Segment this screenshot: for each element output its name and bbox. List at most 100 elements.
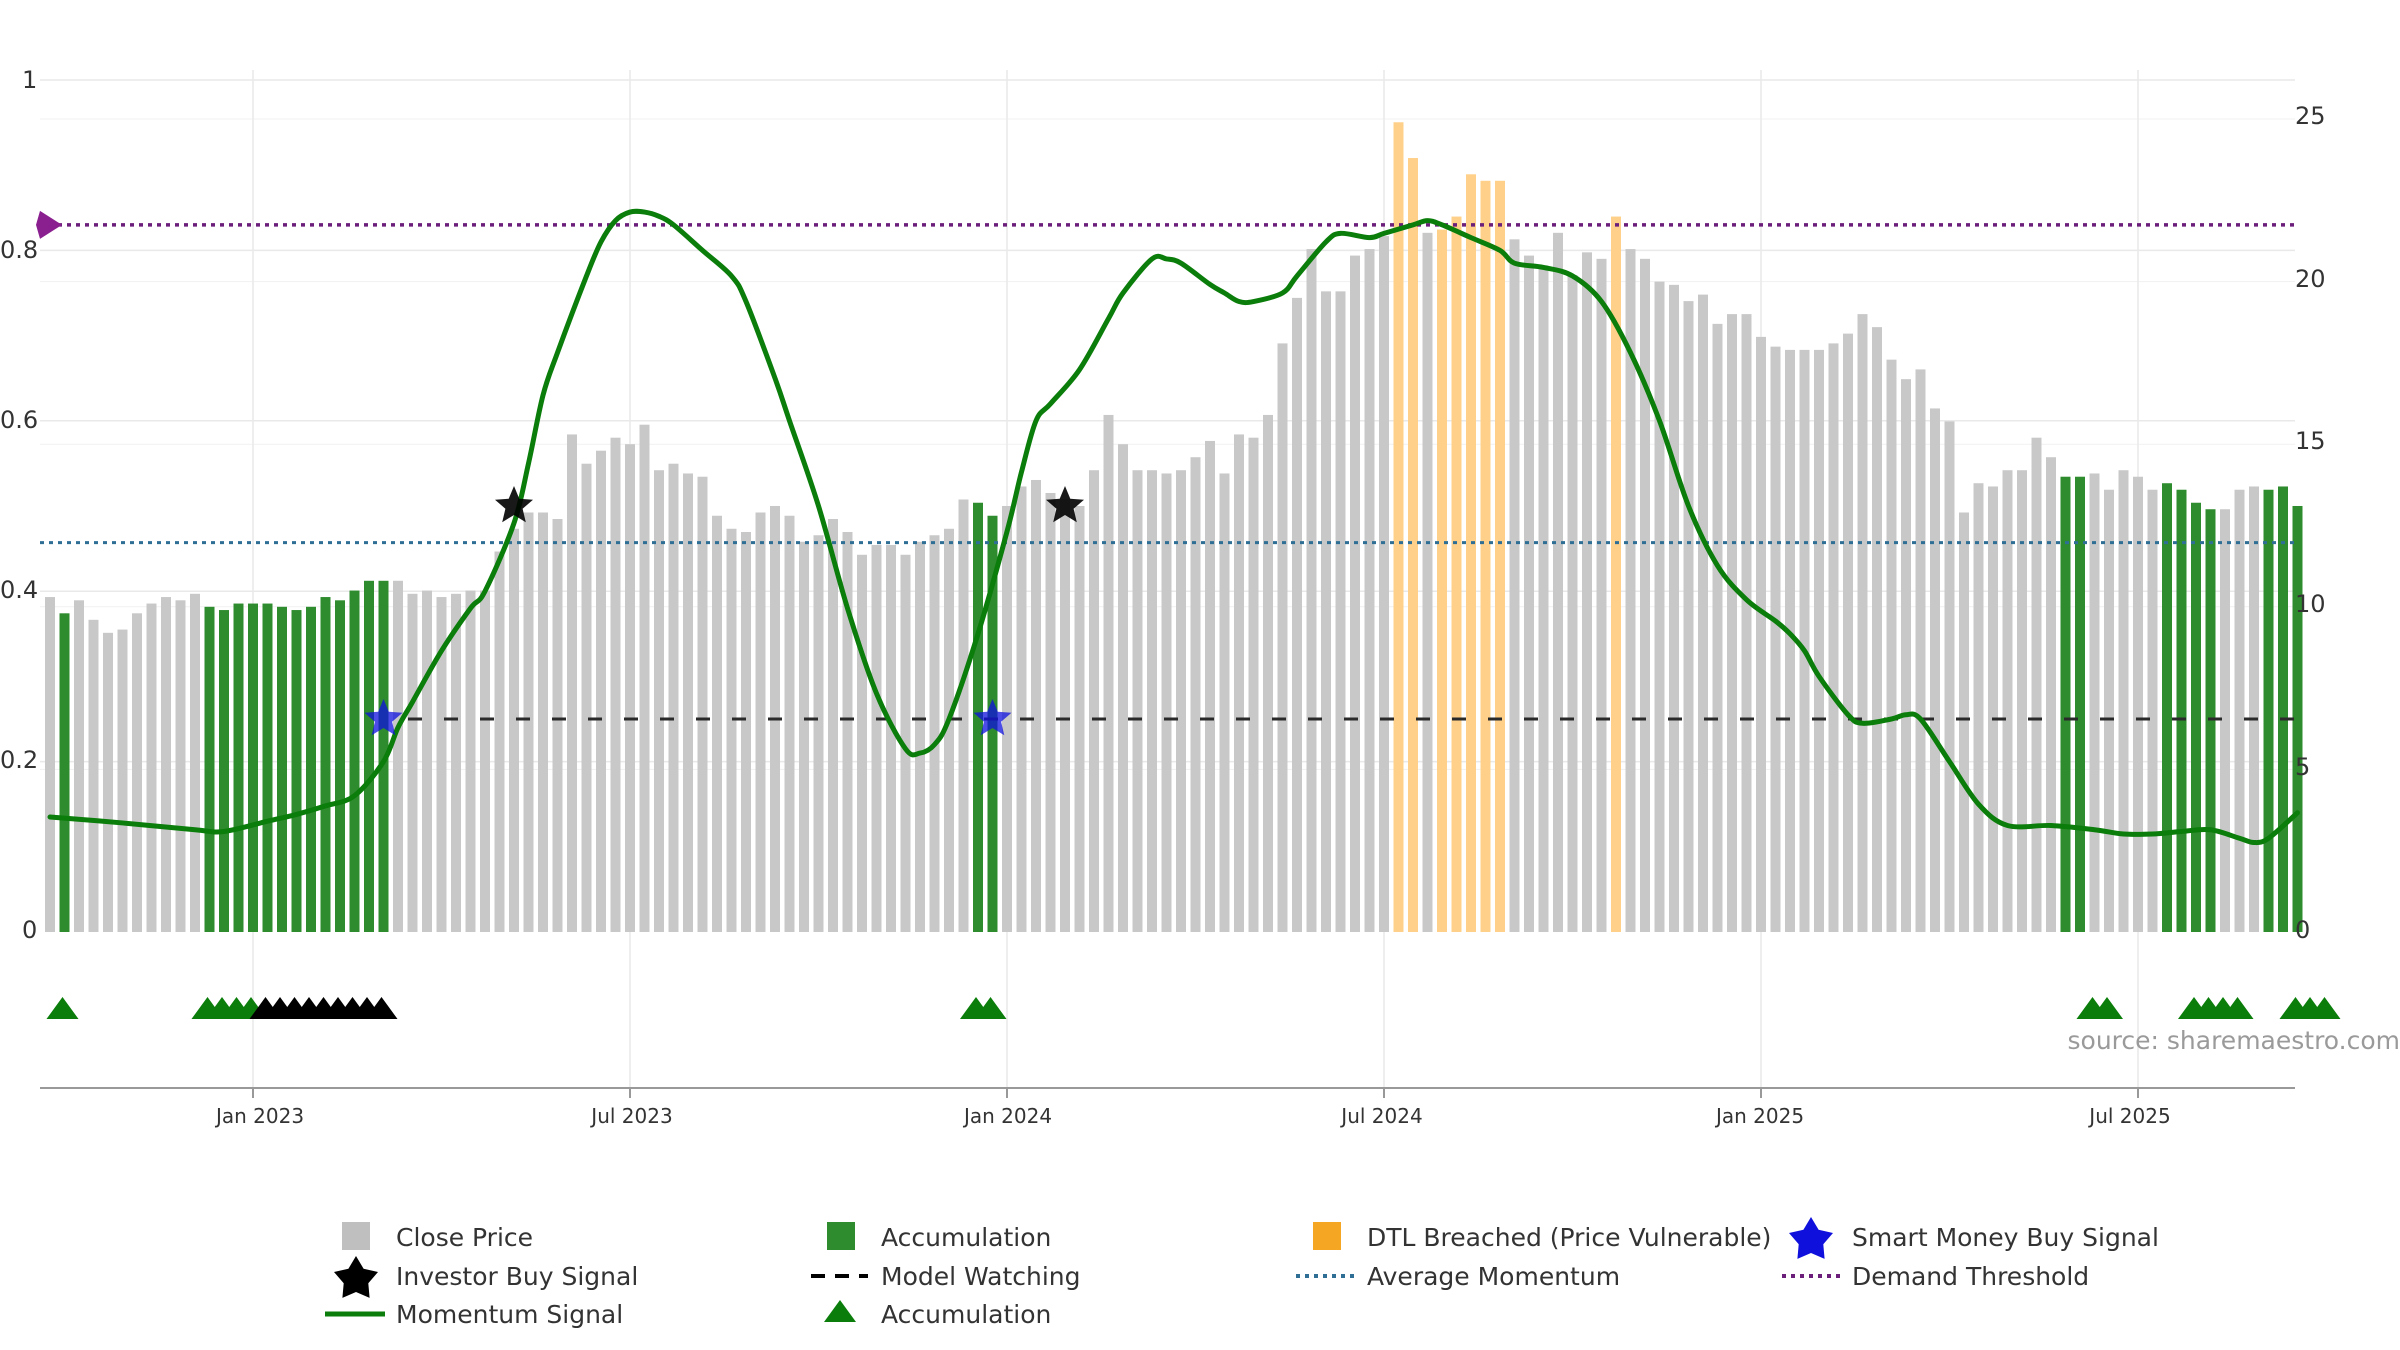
close-price-bar	[784, 515, 795, 932]
x-tick: Jan 2023	[214, 1104, 304, 1128]
dtl-breached-bar	[1451, 216, 1462, 932]
close-price-bar	[1509, 239, 1520, 933]
close-price-bar	[1901, 379, 1911, 932]
accumulation-bar	[973, 502, 983, 932]
legend-label: Model Watching	[881, 1262, 1081, 1291]
close-price-bar	[1176, 470, 1186, 932]
close-price-bar	[610, 437, 621, 932]
legend-label: Demand Threshold	[1852, 1262, 2089, 1291]
close-price-bar	[1147, 470, 1157, 932]
legend-item: Investor Buy Signal	[334, 1256, 638, 1298]
legend-label: Smart Money Buy Signal	[1852, 1223, 2159, 1252]
close-price-bar	[74, 600, 84, 932]
close-price-bar	[1089, 470, 1099, 932]
close-price-bar	[1857, 314, 1868, 932]
close-price-bar	[900, 554, 911, 932]
accumulation-bar	[233, 603, 244, 932]
close-price-bar	[639, 424, 650, 932]
close-price-bar	[393, 580, 403, 932]
legend-label: Average Momentum	[1367, 1262, 1620, 1291]
accumulation-bar	[59, 613, 70, 932]
close-price-bar	[1118, 444, 1128, 932]
close-price-bar	[871, 545, 882, 932]
close-price-bar	[1828, 343, 1839, 932]
close-price-bar	[581, 463, 592, 932]
legend-swatch	[827, 1222, 855, 1250]
watch-triangle-icon	[365, 997, 398, 1019]
accumulation-bar	[378, 580, 389, 932]
close-price-bar	[2089, 473, 2100, 932]
close-price-bar	[1944, 421, 1955, 932]
dtl-breached-bar	[1480, 180, 1491, 933]
close-price-bar	[1538, 265, 1549, 933]
close-price-bar	[175, 600, 186, 932]
close-price-bar	[1190, 457, 1201, 932]
close-price-bar	[683, 473, 693, 932]
close-price-bar	[712, 515, 722, 932]
legend-swatch	[1313, 1222, 1341, 1250]
close-price-bar	[813, 535, 824, 932]
accumulation-triangle-icon	[2308, 997, 2341, 1019]
accumulation-bar	[349, 590, 360, 932]
accumulation-triangle-icon	[46, 997, 79, 1019]
legend-item: Close Price	[342, 1222, 533, 1252]
close-price-bar	[1524, 255, 1534, 933]
x-tick: Jul 2024	[1339, 1104, 1422, 1128]
close-price-bar	[1002, 505, 1012, 932]
close-price-bar	[538, 512, 548, 932]
accumulation-bar	[364, 580, 374, 932]
close-price-bar	[958, 499, 969, 932]
close-price-bar	[161, 597, 171, 932]
accumulation-bar	[204, 606, 215, 932]
smart-money-star-icon	[973, 699, 1012, 736]
momentum-signal	[47, 208, 2300, 846]
close-price-bar	[1234, 434, 1244, 932]
close-price-bar	[103, 632, 113, 932]
close-price-bar	[2249, 486, 2259, 932]
legend: Close Price Accumulation DTL Breached (P…	[325, 1217, 2159, 1329]
right-tick: 5	[2295, 753, 2310, 781]
close-price-bar	[1640, 258, 1650, 932]
accumulation-bar	[2263, 489, 2274, 932]
close-price-bar	[1161, 473, 1172, 932]
close-price-bar	[1785, 349, 1795, 933]
close-price-bar	[1379, 236, 1389, 932]
accumulation-bar	[306, 606, 316, 932]
reference-lines	[36, 210, 2298, 721]
close-price-bar	[755, 512, 766, 932]
close-price-bar	[117, 629, 128, 932]
close-price-bar	[88, 619, 99, 932]
accumulation-triangle-icon	[2221, 997, 2254, 1019]
close-price-bar	[146, 603, 157, 932]
legend-item: DTL Breached (Price Vulnerable)	[1313, 1222, 1771, 1252]
close-price-bar	[654, 470, 664, 932]
investor-buy-star-icon	[1046, 486, 1084, 523]
legend-label: Investor Buy Signal	[396, 1262, 638, 1291]
investor-buy-star-icon	[495, 486, 533, 523]
legend-item: Smart Money Buy Signal	[1789, 1217, 2159, 1259]
dtl-breached-bar	[1437, 229, 1447, 932]
legend-item: Accumulation	[827, 1222, 1051, 1252]
x-tick: Jan 2025	[1714, 1104, 1804, 1128]
close-price-bar	[2104, 489, 2114, 932]
accumulation-bar	[335, 600, 345, 932]
close-price-bar	[1031, 479, 1041, 932]
accumulation-bar	[2205, 509, 2216, 932]
close-price-bar	[1756, 336, 1766, 932]
x-axis: Jan 2023 Jul 2023 Jan 2024 Jul 2024 Jan …	[214, 1104, 2171, 1128]
accumulation-bar	[320, 597, 331, 932]
close-price-bar	[625, 444, 635, 932]
dtl-breached-bar	[1495, 180, 1505, 933]
legend-label: Momentum Signal	[396, 1300, 623, 1329]
close-price-bar	[886, 545, 896, 932]
close-price-bar	[2118, 470, 2129, 932]
accumulation-bar	[277, 606, 287, 932]
close-price-bar	[1741, 314, 1752, 932]
legend-star-icon	[334, 1256, 378, 1298]
close-price-bar	[1915, 369, 1926, 932]
left-tick: 0.2	[0, 746, 38, 774]
right-tick: 20	[2295, 265, 2326, 293]
close-price-bar	[422, 590, 432, 932]
legend-item: Momentum Signal	[325, 1300, 623, 1329]
